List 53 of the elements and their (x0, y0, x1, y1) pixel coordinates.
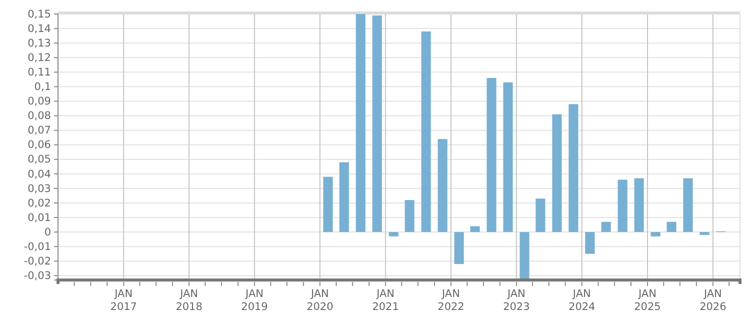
x-tick-label: JAN 2025 (634, 288, 661, 313)
bar (470, 226, 480, 232)
y-tick-label: 0,1 (34, 81, 51, 94)
bar (404, 200, 414, 232)
y-tick-label: 0,15 (28, 8, 51, 20)
x-tick-label: JAN 2017 (110, 288, 137, 313)
bar (388, 232, 398, 236)
x-tick-label: JAN 2020 (306, 288, 334, 313)
bar (421, 31, 431, 232)
bar (700, 232, 710, 235)
y-tick-label: 0,06 (28, 139, 52, 152)
x-tick-label: JAN 2021 (372, 288, 399, 313)
x-tick-label: JAN 2022 (438, 288, 464, 313)
y-tick-label: 0,08 (28, 110, 51, 122)
x-tick-label: JAN 2023 (503, 288, 530, 313)
bar (650, 232, 660, 236)
y-tick-label: 0,13 (28, 37, 51, 50)
bar (601, 222, 611, 232)
y-tick-label: 0,07 (28, 124, 51, 137)
bar (339, 162, 349, 232)
bar (568, 104, 578, 232)
bar (618, 180, 628, 232)
bar (683, 178, 693, 232)
y-tick-label: 0,12 (28, 52, 51, 64)
y-tick-label: 0,03 (28, 182, 51, 195)
y-tick-label: 0,09 (28, 96, 51, 108)
bar (356, 14, 366, 232)
x-tick-label: JAN 2024 (568, 288, 596, 313)
x-tick-label: JAN 2026 (700, 288, 727, 313)
bar (552, 114, 562, 232)
bar (634, 178, 644, 232)
y-tick-label: -0,02 (24, 255, 51, 268)
bar (454, 232, 464, 264)
x-tick-label: JAN 2018 (176, 288, 202, 313)
y-tick-label: 0,02 (28, 197, 51, 210)
bar (372, 15, 382, 232)
y-tick-label: 0 (44, 226, 51, 238)
bar (536, 198, 546, 232)
y-tick-label: 0,11 (28, 66, 51, 78)
bar (438, 139, 448, 232)
y-tick-label: 0,05 (28, 154, 51, 166)
bar (323, 176, 333, 232)
y-tick-label: 0,14 (28, 22, 52, 35)
y-tick-label: 0,04 (28, 168, 52, 180)
bar (585, 232, 595, 254)
y-tick-label: 0,01 (28, 212, 51, 224)
y-tick-label: -0,03 (24, 270, 51, 282)
bar (520, 232, 530, 280)
bar (666, 222, 676, 232)
bar (503, 82, 513, 232)
x-tick-label: JAN 2019 (241, 288, 268, 313)
y-tick-label: -0,01 (24, 240, 51, 253)
bar (486, 78, 496, 232)
